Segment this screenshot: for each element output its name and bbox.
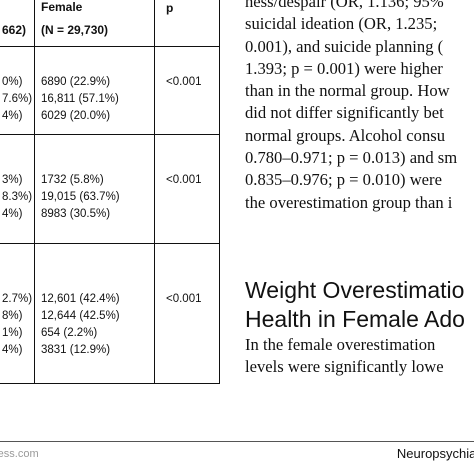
section-heading-line: Weight Overestimatio [245, 277, 465, 303]
table-cell: 1732 (5.8%) [41, 174, 104, 186]
table-cell: 12,601 (42.4%) [41, 293, 120, 305]
table-cell: 6029 (20.0%) [41, 110, 111, 122]
table-cell: 7.6%) [2, 93, 33, 105]
body-line: 0.780–0.971; p = 0.013) and sm [245, 148, 458, 168]
table-column-rule [219, 0, 220, 384]
section-paragraph: In the female overestimation levels were… [245, 334, 444, 379]
column-header-group-fragment: 662) [2, 23, 27, 37]
table-cell: 12,644 (42.5%) [41, 310, 120, 322]
body-line: suicidal ideation (OR, 1.235; [245, 14, 438, 34]
column-header-female: Female [41, 0, 83, 14]
table-row-group-2-female: 1732 (5.8%) 19,015 (63.7%) 8983 (30.5%) [41, 173, 120, 224]
table-row-group-3-female: 12,601 (42.4%) 12,644 (42.5%) 654 (2.2%)… [41, 292, 120, 360]
body-line: 1.393; p = 0.001) were higher [245, 58, 443, 78]
p-value-cell: <0.001 [166, 174, 202, 186]
body-line: levels were significantly lowe [245, 357, 444, 377]
body-line: 0.835–0.976; p = 0.010) were [245, 170, 442, 190]
p-value-cell: <0.001 [166, 293, 202, 305]
table-row-group-3-left: 2.7%) 8%) 1%) 4%) [2, 292, 32, 360]
table-row-group-1-left: 0%) 7.6%) 4%) [2, 75, 32, 126]
table-row-rule [0, 46, 220, 47]
body-line: In the female overestimation [245, 335, 436, 354]
table-cell: 2.7%) [2, 293, 33, 305]
column-header-female-n: (N = 29,730) [41, 23, 109, 37]
body-line: than in the normal group. How [245, 81, 450, 101]
footer-publisher-url: ress.com [0, 448, 39, 460]
body-paragraph: ness/despair (OR, 1.136; 95% suicidal id… [245, 0, 474, 214]
body-line: normal groups. Alcohol consu [245, 125, 446, 145]
table-cell: 6890 (22.9%) [41, 76, 111, 88]
footer-journal-name: Neuropsychiat [396, 446, 474, 461]
section-heading: Weight Overestimatio Health in Female Ad… [245, 276, 465, 334]
p-value-cell: <0.001 [166, 76, 202, 88]
table-cell: 16,811 (57.1%) [41, 93, 119, 105]
table-cell: 4%) [2, 110, 23, 122]
table-column-rule [154, 0, 155, 384]
body-line: 0.001), and suicide planning ( [245, 36, 444, 56]
table-cell: 8983 (30.5%) [41, 208, 111, 220]
table-cell: 3831 (12.9%) [41, 344, 111, 356]
table-cell: 0%) [2, 76, 23, 88]
footer-rule [0, 441, 474, 442]
table-row-rule [0, 383, 220, 384]
data-table: 662) Female (N = 29,730) p 0%) 7.6%) 4%)… [0, 0, 220, 384]
table-row-rule [0, 134, 220, 135]
table-cell: 1%) [2, 327, 23, 339]
table-cell: 19,015 (63.7%) [41, 191, 120, 203]
table-column-rule [34, 0, 35, 384]
body-line: ness/despair (OR, 1.136; 95% [245, 0, 444, 11]
body-line: did not differ significantly bet [245, 103, 444, 123]
table-row-group-2-left: 3%) 8.3%) 4%) [2, 173, 32, 224]
table-cell: 4%) [2, 208, 23, 220]
table-cell: 654 (2.2%) [41, 327, 98, 339]
table-cell: 8%) [2, 310, 23, 322]
table-cell: 8.3%) [2, 191, 33, 203]
table-cell: 4%) [2, 344, 23, 356]
section-heading-line: Health in Female Ado [245, 306, 465, 332]
table-row-group-1-female: 6890 (22.9%) 16,811 (57.1%) 6029 (20.0%) [41, 75, 119, 126]
column-header-p: p [166, 1, 174, 15]
table-cell: 3%) [2, 174, 23, 186]
table-row-rule [0, 243, 220, 244]
body-line: the overestimation group than i [245, 192, 453, 212]
